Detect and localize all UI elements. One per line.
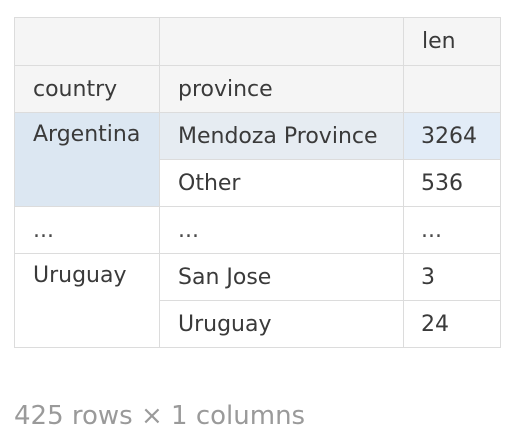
index-name-country: country [14, 65, 160, 113]
ellipsis-cell: ... [159, 206, 404, 254]
column-header-len: len [403, 17, 501, 66]
index-cell-province: San Jose [159, 253, 404, 301]
index-cell-province: Other [159, 159, 404, 207]
table-row: Argentina Mendoza Province 3264 [14, 112, 501, 207]
header-row-index-names: country province [14, 65, 501, 113]
header-blank-cell [159, 17, 404, 66]
table-row: Uruguay 24 [15, 300, 501, 348]
table-shape-summary: 425 rows × 1 columns [14, 401, 306, 431]
header-row-columns: len [14, 17, 501, 66]
ellipsis-cell: ... [403, 206, 501, 254]
table-row: Other 536 [15, 159, 501, 207]
table-body: Argentina Mendoza Province 3264 Other 53… [14, 112, 501, 348]
index-cell-province: Uruguay [159, 300, 404, 348]
header-blank-cell [14, 17, 160, 66]
value-cell-len: 536 [403, 159, 501, 207]
dataframe-table: len country province Argentina Mendoza P… [14, 17, 501, 348]
value-cell-len: 3 [403, 253, 501, 301]
header-blank-cell [403, 65, 501, 113]
index-cell-country: Uruguay [14, 253, 160, 348]
index-cell-province: Mendoza Province [159, 112, 404, 160]
table-row: Uruguay San Jose 3 [14, 253, 501, 348]
value-cell-len: 24 [403, 300, 501, 348]
index-name-province: province [159, 65, 404, 113]
table-row-ellipsis: ... ... ... [14, 206, 501, 254]
table-header: len country province [14, 17, 501, 113]
value-cell-len: 3264 [403, 112, 501, 160]
ellipsis-cell: ... [14, 206, 160, 254]
index-cell-country: Argentina [14, 112, 160, 207]
